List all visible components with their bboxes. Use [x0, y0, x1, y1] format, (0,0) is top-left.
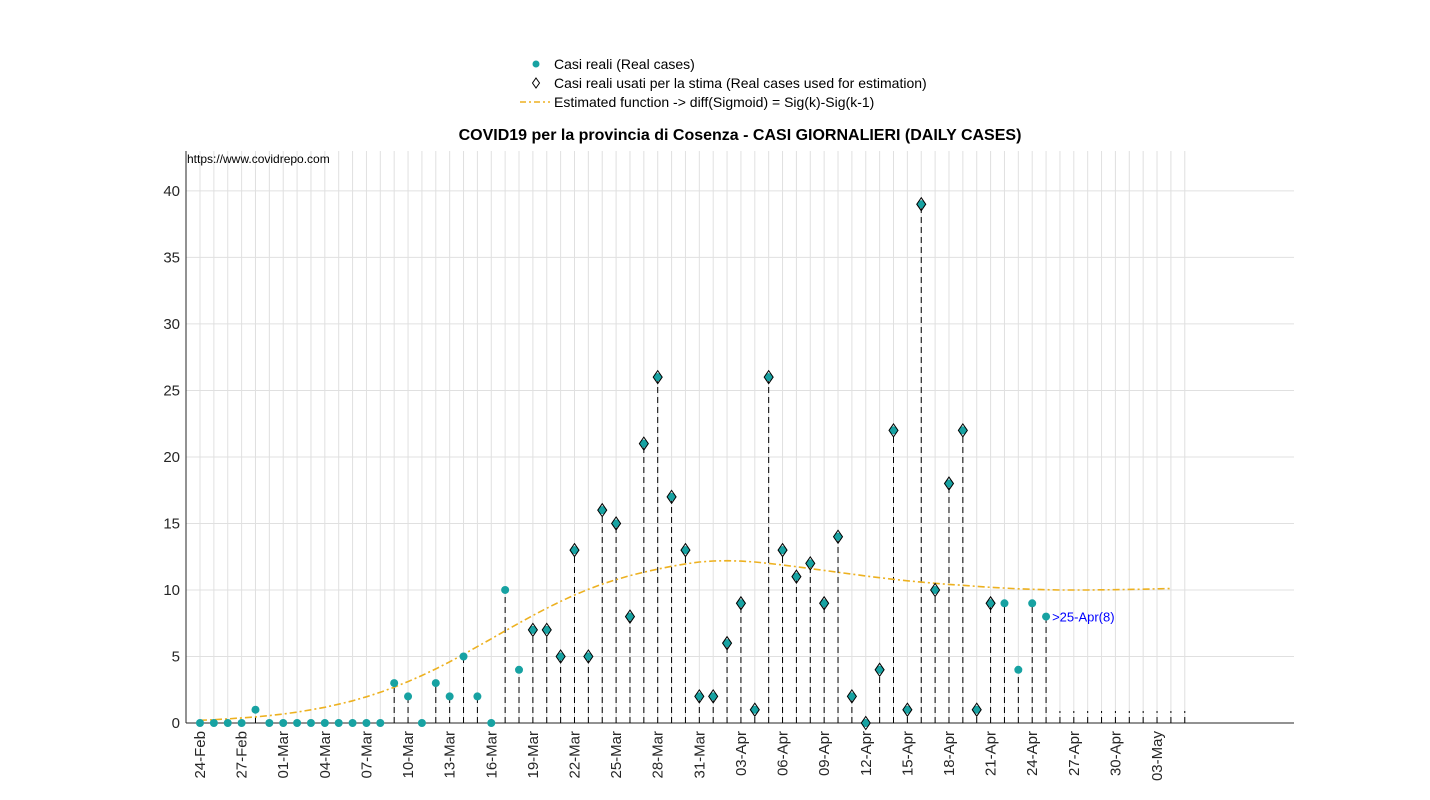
- x-tick-label: 21-Apr: [983, 731, 1000, 776]
- legend-marker-used-cases: [533, 78, 540, 88]
- real-case-point: [279, 719, 287, 727]
- y-tick-label: 15: [163, 515, 180, 532]
- real-case-point: [210, 719, 218, 727]
- y-tick-label: 25: [163, 382, 180, 399]
- real-case-point: [251, 706, 259, 714]
- y-tick-label: 35: [163, 249, 180, 266]
- x-tick-label: 12-Apr: [858, 731, 875, 776]
- x-tick-label: 15-Apr: [899, 731, 916, 776]
- y-tick-label: 20: [163, 449, 180, 466]
- real-case-point: [265, 719, 273, 727]
- real-case-point: [335, 719, 343, 727]
- x-tick-label: 03-May: [1149, 731, 1166, 782]
- annotation-label: >25-Apr(8): [1052, 610, 1115, 625]
- chart-title: COVID19 per la provincia di Cosenza - CA…: [459, 127, 1022, 144]
- real-case-point: [1014, 666, 1022, 674]
- real-case-point: [487, 719, 495, 727]
- x-tick-label: 13-Mar: [442, 731, 459, 779]
- legend-marker-real-cases: [533, 61, 540, 68]
- real-case-point: [349, 719, 357, 727]
- grid-layer: [186, 151, 1294, 723]
- real-case-point: [224, 719, 232, 727]
- x-tick-label: 09-Apr: [816, 731, 833, 776]
- x-tick-label: 01-Mar: [275, 731, 292, 779]
- x-tick-label: 28-Mar: [650, 731, 667, 779]
- legend-label-estimated: Estimated function -> diff(Sigmoid) = Si…: [554, 94, 874, 110]
- real-case-point: [446, 692, 454, 700]
- y-tick-label: 30: [163, 316, 180, 333]
- real-case-point: [238, 719, 246, 727]
- legend-label-used-cases: Casi reali usati per la stima (Real case…: [554, 75, 927, 91]
- real-case-point: [1000, 599, 1008, 607]
- x-tick-label: 30-Apr: [1107, 731, 1124, 776]
- real-case-point: [515, 666, 523, 674]
- x-tick-label: 27-Feb: [234, 731, 251, 779]
- stems-layer: [200, 204, 1185, 723]
- source-url: https://www.covidrepo.com: [187, 152, 330, 166]
- real-case-point: [293, 719, 301, 727]
- real-case-point: [501, 586, 509, 594]
- real-case-point: [1042, 613, 1050, 621]
- real-case-point: [321, 719, 329, 727]
- x-tick-label: 24-Apr: [1024, 731, 1041, 776]
- x-tick-label: 24-Feb: [192, 731, 209, 779]
- x-tick-label: 31-Mar: [691, 731, 708, 779]
- x-tick-label: 27-Apr: [1066, 731, 1083, 776]
- real-case-point: [418, 719, 426, 727]
- x-tick-label: 22-Mar: [566, 731, 583, 779]
- x-tick-label: 19-Mar: [525, 731, 542, 779]
- legend: Casi reali (Real cases) Casi reali usati…: [520, 56, 927, 110]
- x-tick-label: 06-Apr: [775, 731, 792, 776]
- real-case-point: [390, 679, 398, 687]
- x-tick-label: 07-Mar: [358, 731, 375, 779]
- real-case-point: [196, 719, 204, 727]
- real-case-point: [376, 719, 384, 727]
- y-tick-label: 0: [172, 715, 180, 732]
- x-tick-label: 04-Mar: [317, 731, 334, 779]
- real-case-point: [473, 692, 481, 700]
- x-tick-label: 16-Mar: [483, 731, 500, 779]
- x-tick-label: 18-Apr: [941, 731, 958, 776]
- real-case-point: [362, 719, 370, 727]
- real-case-point: [1028, 599, 1036, 607]
- real-case-point: [404, 692, 412, 700]
- points-layer: [196, 198, 1050, 730]
- y-tick-label: 40: [163, 183, 180, 200]
- x-tick-label: 03-Apr: [733, 731, 750, 776]
- real-case-point: [307, 719, 315, 727]
- y-tick-label: 10: [163, 582, 180, 599]
- labels-layer: 0 5 10 15 20 25 30 35 40 24-Feb 27-Feb 01-Mar 04-Mar…: [163, 183, 1166, 781]
- real-case-point: [432, 679, 440, 687]
- legend-label-real-cases: Casi reali (Real cases): [554, 56, 695, 72]
- x-tick-label: 25-Mar: [608, 731, 625, 779]
- x-tick-label: 10-Mar: [400, 731, 417, 779]
- y-tick-label: 5: [172, 648, 180, 665]
- real-case-point: [460, 652, 468, 660]
